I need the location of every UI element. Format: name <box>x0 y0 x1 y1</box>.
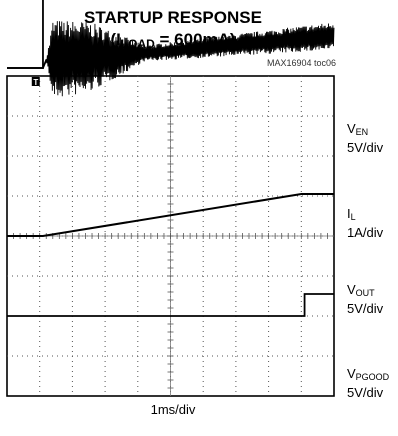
channel-il-sub: L <box>350 212 356 222</box>
channel-vpgood-scale: 5V/div <box>347 385 384 400</box>
channel-vpgood-main: V <box>347 366 356 381</box>
channel-vpgood-sub: PGOOD <box>355 372 390 382</box>
trigger-marker-label: T <box>33 78 38 87</box>
trigger-marker <box>31 77 40 86</box>
trace-vpgood <box>7 293 334 317</box>
figure-reference: MAX16904 toc06 <box>266 58 336 68</box>
channel-label-ven: VEN 5V/div <box>347 121 383 156</box>
chart-title: STARTUP RESPONSE <box>84 8 262 27</box>
trace-vout <box>7 193 334 237</box>
x-scale-label: 1ms/div <box>150 402 196 417</box>
channel-label-vpgood: VPGOOD 5V/div <box>347 366 389 401</box>
trace-il-ripple <box>45 21 335 97</box>
channel-ven-main: V <box>347 121 356 136</box>
channel-ven-sub: EN <box>355 127 369 137</box>
channel-label-il: IL 1A/div <box>347 206 383 241</box>
channel-il-main: I <box>347 206 351 221</box>
channel-label-vout: VOUT 5V/div <box>347 282 383 317</box>
channel-il-scale: 1A/div <box>347 225 384 240</box>
channel-vout-scale: 5V/div <box>347 301 384 316</box>
channel-vout-main: V <box>347 282 356 297</box>
trace-il <box>7 35 335 69</box>
channel-ven-scale: 5V/div <box>347 140 384 155</box>
channel-vout-sub: OUT <box>355 288 375 298</box>
